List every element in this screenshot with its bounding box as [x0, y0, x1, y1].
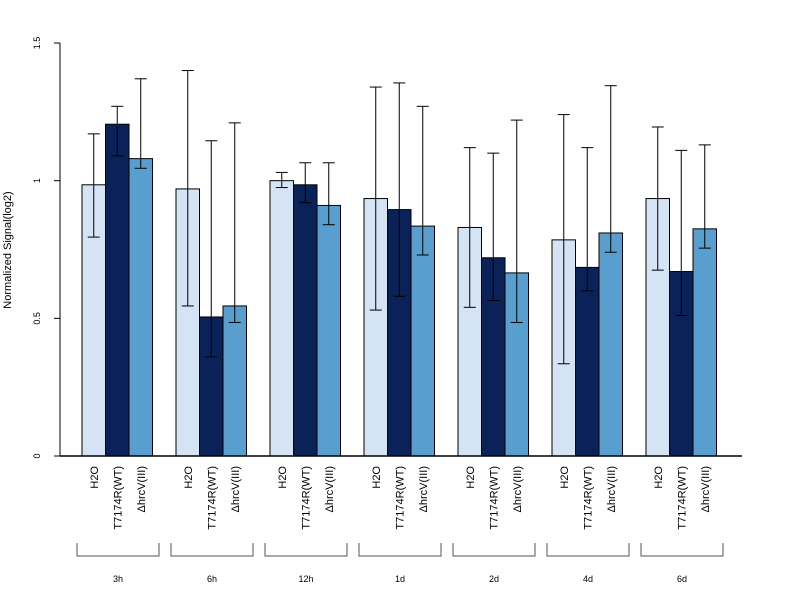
- x-tick-label: H2O: [277, 466, 289, 489]
- bar-3h-2: [128, 158, 153, 457]
- x-tick-label: ΔhrcV(III): [230, 466, 242, 512]
- x-tick-label: T7174R(WT): [488, 466, 500, 530]
- x-tick-label: T7174R(WT): [206, 466, 218, 530]
- bar-12h-2: [316, 204, 341, 457]
- group-bracket-6h: [170, 543, 254, 557]
- x-tick-label: ΔhrcV(III): [700, 466, 712, 512]
- group-label: 12h: [298, 574, 313, 584]
- x-tick-label: T7174R(WT): [394, 466, 406, 530]
- group-bracket-3h: [76, 543, 160, 557]
- x-tick-label: H2O: [559, 466, 571, 489]
- y-tick-label: 0: [32, 453, 42, 458]
- labels-layer: H2O T7174R(WT) ΔhrcV(III) 3h H2O T7174R(WT) Δh…: [32, 37, 712, 584]
- x-tick-label: H2O: [371, 466, 383, 489]
- group-label: 2d: [489, 574, 499, 584]
- x-tick-label: ΔhrcV(III): [324, 466, 336, 512]
- bar-4d-2: [598, 232, 623, 457]
- group-bracket-2d: [452, 543, 536, 557]
- error-bars-layer: [87, 70, 711, 365]
- axes-layer: [54, 42, 742, 557]
- group-bracket-12h: [264, 543, 348, 557]
- x-tick-label: T7174R(WT): [300, 466, 312, 530]
- group-bracket-1d: [358, 543, 442, 557]
- bar-12h-0: [269, 180, 294, 457]
- x-tick-label: T7174R(WT): [676, 466, 688, 530]
- x-tick-label: H2O: [653, 466, 665, 489]
- x-tick-label: H2O: [465, 466, 477, 489]
- x-tick-label: ΔhrcV(III): [512, 466, 524, 512]
- bar-3h-1: [105, 123, 130, 457]
- group-bracket-4d: [546, 543, 630, 557]
- x-tick-label: T7174R(WT): [582, 466, 594, 530]
- x-tick-label: T7174R(WT): [112, 466, 124, 530]
- bar-6d-2: [692, 228, 717, 457]
- bar-4d-1: [575, 266, 600, 457]
- bars-layer: [81, 123, 717, 457]
- bar-1d-2: [410, 225, 435, 457]
- x-tick-label: ΔhrcV(III): [136, 466, 148, 512]
- y-tick-label: 1: [32, 178, 42, 183]
- x-tick-label: H2O: [89, 466, 101, 489]
- group-label: 1d: [395, 574, 405, 584]
- y-axis-title: Normalized Signal(log2): [2, 191, 14, 308]
- group-bracket-6d: [640, 543, 724, 557]
- y-tick-label: 1.5: [32, 37, 42, 50]
- x-tick-label: ΔhrcV(III): [606, 466, 618, 512]
- group-label: 3h: [113, 574, 123, 584]
- bar-6h-2: [222, 305, 247, 457]
- group-label: 6d: [677, 574, 687, 584]
- bar-12h-1: [293, 184, 318, 457]
- group-label: 6h: [207, 574, 217, 584]
- x-tick-label: H2O: [183, 466, 195, 489]
- x-tick-label: ΔhrcV(III): [418, 466, 430, 512]
- y-tick-label: 0.5: [32, 312, 42, 325]
- group-label: 4d: [583, 574, 593, 584]
